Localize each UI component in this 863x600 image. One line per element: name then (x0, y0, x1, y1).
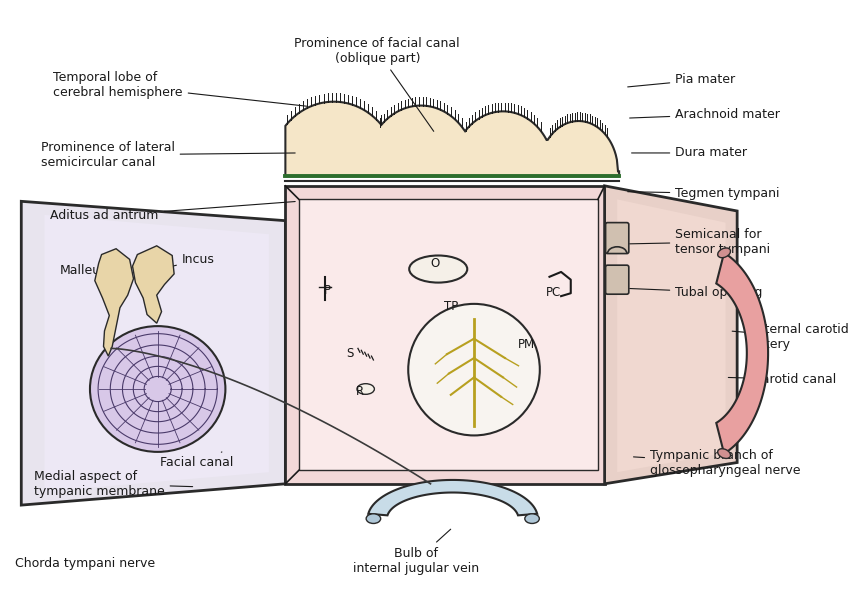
Text: Medial aspect of
tympanic membrane: Medial aspect of tympanic membrane (34, 470, 192, 498)
Text: O: O (431, 257, 440, 270)
Text: Prominence of facial canal
(oblique part): Prominence of facial canal (oblique part… (294, 37, 460, 131)
Text: Chorda tympani nerve: Chorda tympani nerve (15, 557, 154, 569)
Text: Aditus ad antrum: Aditus ad antrum (50, 202, 295, 223)
Polygon shape (617, 199, 726, 472)
Polygon shape (133, 246, 174, 323)
Text: Prominence of lateral
semicircular canal: Prominence of lateral semicircular canal (41, 141, 295, 169)
Ellipse shape (718, 248, 730, 258)
FancyBboxPatch shape (606, 265, 629, 294)
Ellipse shape (357, 383, 375, 394)
Text: Facial canal: Facial canal (160, 452, 233, 469)
Circle shape (408, 304, 539, 436)
Polygon shape (95, 249, 134, 356)
Text: Malleus: Malleus (60, 265, 110, 287)
Text: Carotid canal: Carotid canal (728, 373, 836, 386)
Ellipse shape (525, 514, 539, 523)
Polygon shape (716, 253, 768, 454)
FancyBboxPatch shape (606, 223, 629, 254)
Ellipse shape (409, 256, 467, 283)
Text: Incus: Incus (157, 253, 215, 270)
Text: P: P (324, 284, 331, 297)
Bar (299, 199, 598, 470)
Ellipse shape (718, 449, 730, 458)
Text: Arachnoid mater: Arachnoid mater (630, 108, 780, 121)
Text: TP: TP (444, 300, 458, 313)
Polygon shape (45, 215, 269, 491)
Text: R: R (356, 385, 364, 398)
Text: Dura mater: Dura mater (632, 146, 747, 160)
Text: Tegmen tympani: Tegmen tympani (627, 187, 780, 200)
Polygon shape (286, 101, 619, 176)
Text: Pia mater: Pia mater (627, 73, 735, 87)
Text: PM: PM (518, 338, 535, 351)
Text: S: S (347, 347, 354, 360)
Ellipse shape (366, 514, 381, 523)
Text: PC: PC (545, 286, 561, 299)
Ellipse shape (90, 326, 225, 452)
Text: Internal carotid
artery: Internal carotid artery (732, 323, 848, 351)
Polygon shape (22, 202, 286, 505)
Text: Bulb of
internal jugular vein: Bulb of internal jugular vein (353, 529, 479, 575)
Polygon shape (369, 480, 537, 515)
Text: Tubal opening: Tubal opening (630, 286, 763, 299)
Text: Tympanic branch of
glossopharyngeal nerve: Tympanic branch of glossopharyngeal nerv… (633, 449, 801, 476)
Text: Semicanal for
tensor tympani: Semicanal for tensor tympani (630, 228, 771, 256)
Text: Temporal lobe of
cerebral hemisphere: Temporal lobe of cerebral hemisphere (54, 71, 307, 106)
Polygon shape (605, 186, 737, 484)
Bar (286, 186, 605, 484)
